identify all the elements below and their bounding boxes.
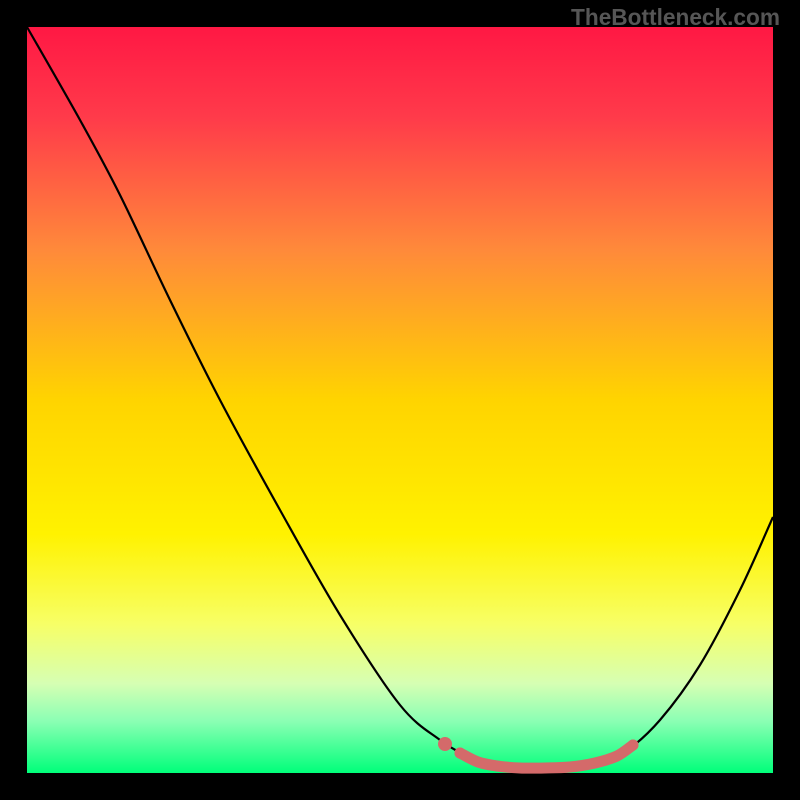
chart-svg <box>0 0 800 800</box>
highlight-marker <box>438 737 452 751</box>
highlight-cap <box>628 740 639 751</box>
highlight-cap <box>455 748 466 759</box>
chart-container: TheBottleneck.com <box>0 0 800 800</box>
plot-background <box>27 27 773 773</box>
